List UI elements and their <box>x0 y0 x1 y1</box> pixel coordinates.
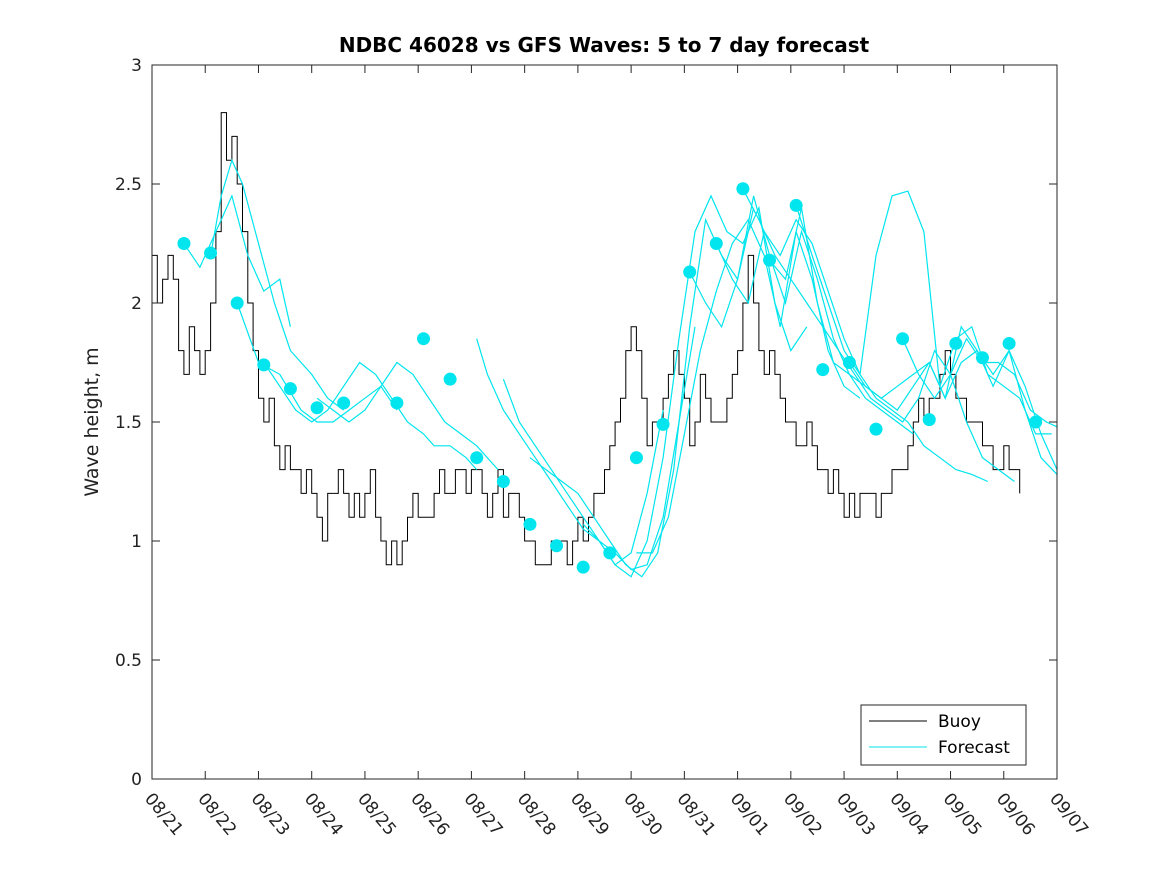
forecast-marker <box>896 332 910 346</box>
y-tick-label: 2.5 <box>115 175 142 195</box>
forecast-run-line <box>263 361 478 470</box>
legend: Buoy Forecast <box>860 704 1027 766</box>
forecast-marker <box>975 351 989 365</box>
forecast-marker <box>736 182 750 196</box>
forecast-marker <box>523 517 537 531</box>
forecast-marker <box>842 356 856 369</box>
chart-title: NDBC 46028 vs GFS Waves: 5 to 7 day fore… <box>339 33 870 57</box>
plot-area <box>152 112 1057 578</box>
forecast-marker <box>204 246 218 260</box>
y-axis: 0 0.5 1 1.5 2 2.5 3 <box>115 56 1057 790</box>
forecast-run-line <box>582 194 808 578</box>
forecast-marker <box>310 401 324 415</box>
forecast-marker <box>337 396 351 410</box>
y-tick-label: 1 <box>131 532 142 552</box>
legend-box <box>860 704 1027 766</box>
forecast-run-line <box>848 348 1057 475</box>
forecast-marker <box>470 451 484 465</box>
forecast-run-line <box>795 190 1052 435</box>
y-tick-label: 0.5 <box>115 651 142 671</box>
forecast-run-line <box>715 218 989 483</box>
forecast-run-line <box>689 195 914 435</box>
forecast-marker <box>496 475 510 488</box>
legend-forecast-label: Forecast <box>938 738 1010 758</box>
forecast-marker <box>683 265 697 279</box>
y-tick-label: 2 <box>131 294 142 314</box>
forecast-marker <box>789 198 803 212</box>
y-axis-label: Wave height, m <box>81 347 103 496</box>
forecast-marker <box>709 237 723 250</box>
forecast-marker <box>576 560 590 574</box>
forecast-marker <box>1002 336 1016 350</box>
forecast-run-line <box>210 158 344 411</box>
forecast-marker <box>922 413 936 427</box>
forecast-marker <box>603 546 617 560</box>
forecast-marker <box>390 396 404 410</box>
forecast-marker <box>763 253 777 267</box>
y-tick-label: 0 <box>131 770 142 790</box>
buoy-series-line <box>152 112 1021 566</box>
forecast-marker <box>443 372 457 386</box>
forecast-run-line <box>183 194 291 327</box>
forecast-marker <box>257 358 271 372</box>
forecast-run-line <box>476 338 664 566</box>
y-tick-label: 1.5 <box>115 413 142 433</box>
forecast-marker <box>816 363 830 377</box>
data-layer <box>152 112 1057 578</box>
forecast-marker <box>656 417 670 431</box>
forecast-marker <box>869 422 883 436</box>
forecast-marker <box>230 296 244 310</box>
forecast-run-line <box>742 188 1015 482</box>
forecast-marker <box>629 451 643 465</box>
forecast-run-line <box>316 361 499 471</box>
y-tick-label: 3 <box>131 56 142 76</box>
forecast-marker <box>1029 415 1043 429</box>
forecast-marker <box>550 539 564 553</box>
forecast-marker <box>949 336 963 350</box>
forecast-marker <box>177 237 191 250</box>
legend-buoy-label: Buoy <box>938 712 981 732</box>
forecast-marker <box>417 332 430 346</box>
forecast-marker <box>283 382 297 396</box>
